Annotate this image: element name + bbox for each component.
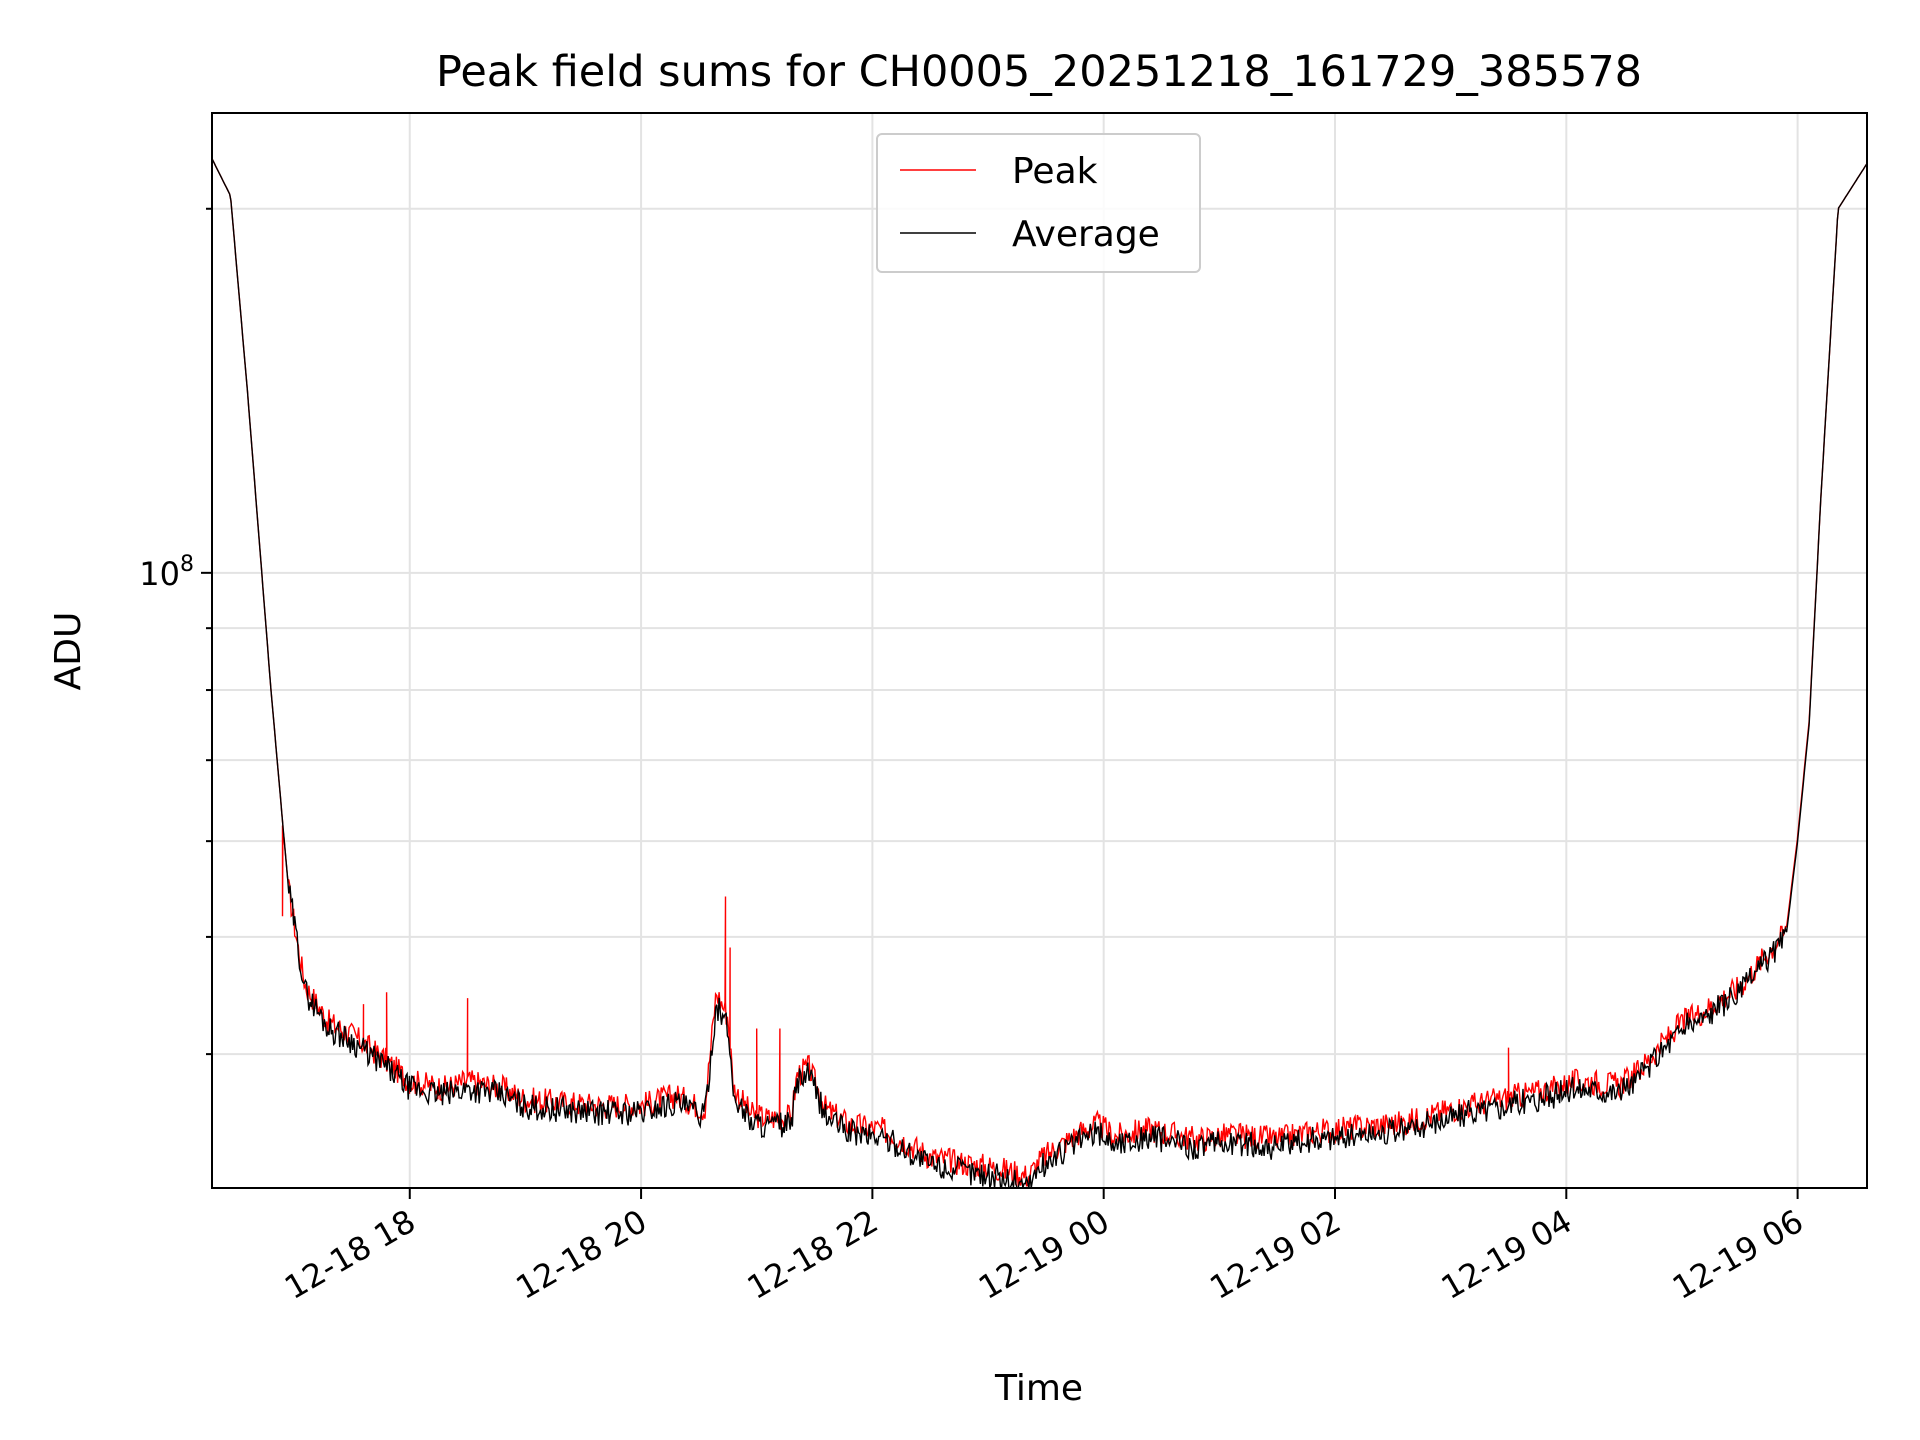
y-axis-ticks: 108 — [139, 207, 212, 1056]
grid — [212, 113, 1867, 1188]
plot-frame — [211, 112, 1868, 1189]
x-tick-label: 12-19 04 — [1435, 1202, 1579, 1307]
x-tick-label: 12-19 02 — [1203, 1202, 1347, 1307]
average-series-line — [211, 158, 1868, 1189]
legend-box — [876, 133, 1201, 273]
x-tick-label: 12-19 06 — [1666, 1202, 1810, 1307]
legend: Peak Average — [876, 133, 1201, 273]
y-axis-label: ADU — [48, 612, 89, 691]
peak-series-line — [211, 158, 1868, 1187]
x-tick-label: 12-18 20 — [509, 1202, 653, 1307]
x-tick-label: 12-18 22 — [741, 1202, 885, 1307]
y-tick-label: 108 — [139, 552, 194, 593]
legend-peak-label: Peak — [1012, 151, 1098, 192]
legend-average-label: Average — [1012, 214, 1160, 255]
x-tick-label: 12-19 00 — [972, 1202, 1116, 1307]
chart-title: Peak field sums for CH0005_20251218_1617… — [436, 47, 1642, 97]
x-tick-label: 12-18 18 — [278, 1202, 422, 1307]
x-axis-ticks: 12-18 18 12-18 20 12-18 22 12-19 00 12-19 02… — [278, 1188, 1810, 1307]
x-axis-label: Time — [994, 1368, 1083, 1409]
